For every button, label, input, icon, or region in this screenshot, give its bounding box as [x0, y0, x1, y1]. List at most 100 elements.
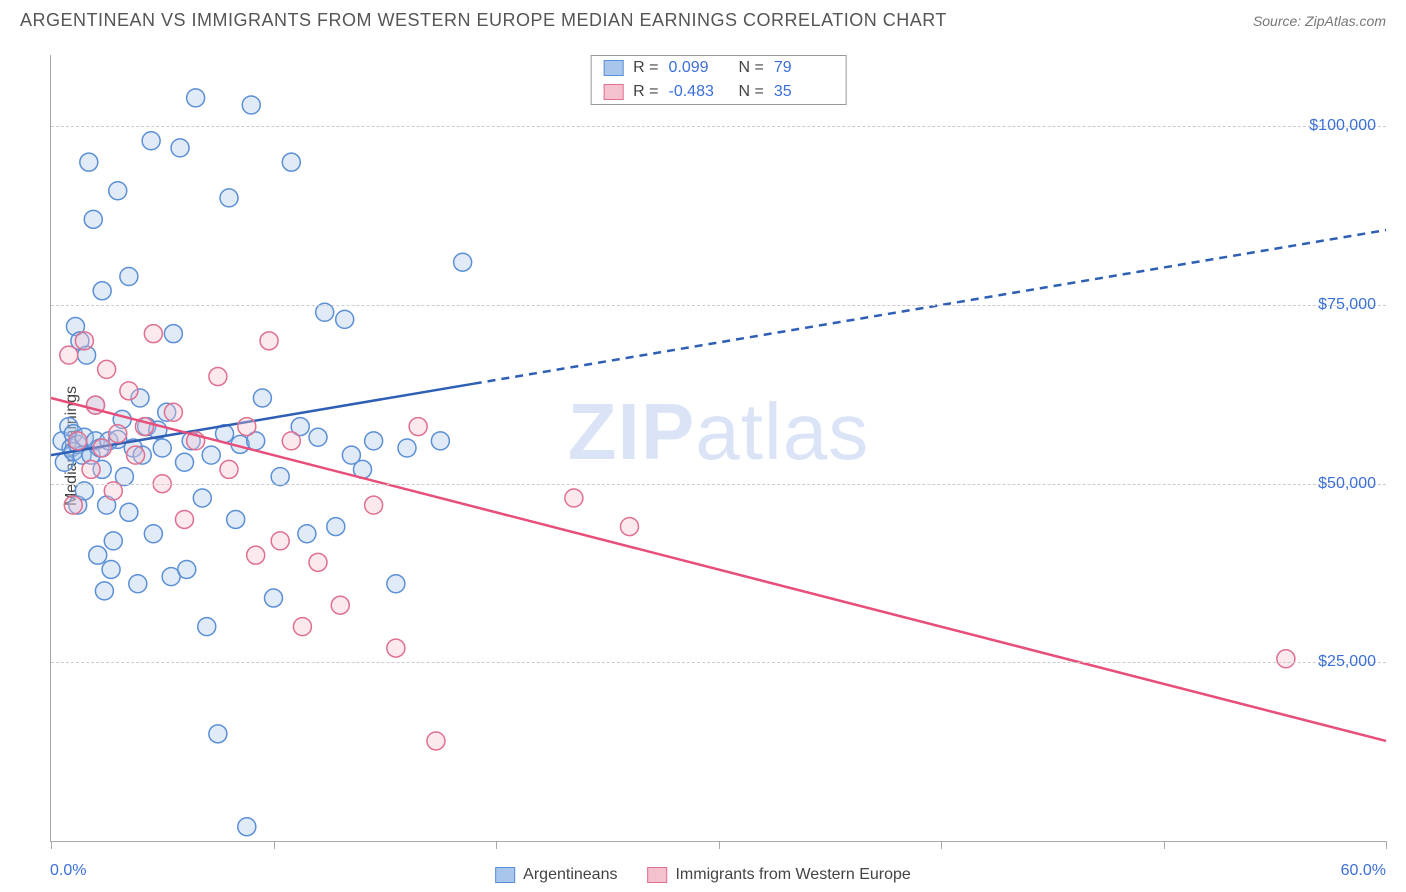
scatter-point: [120, 503, 138, 521]
scatter-point: [427, 732, 445, 750]
gridline: [51, 126, 1386, 127]
source-prefix: Source:: [1253, 13, 1305, 29]
scatter-point: [75, 332, 93, 350]
scatter-point: [102, 560, 120, 578]
scatter-point: [265, 589, 283, 607]
scatter-point: [153, 439, 171, 457]
scatter-point: [144, 525, 162, 543]
scatter-point: [82, 460, 100, 478]
scatter-point: [1277, 650, 1295, 668]
scatter-point: [309, 553, 327, 571]
legend-label-argentineans: Argentineans: [523, 866, 617, 884]
scatter-point: [120, 268, 138, 286]
x-tick: [941, 841, 942, 849]
x-tick: [496, 841, 497, 849]
scatter-point: [93, 439, 111, 457]
gridline: [51, 662, 1386, 663]
scatter-point: [260, 332, 278, 350]
scatter-point: [95, 582, 113, 600]
scatter-point: [80, 153, 98, 171]
scatter-point: [209, 725, 227, 743]
swatch-argentineans-icon: [495, 867, 515, 883]
scatter-plot-svg: [51, 55, 1386, 841]
scatter-point: [144, 325, 162, 343]
y-tick-label: $75,000: [1318, 296, 1376, 314]
scatter-point: [271, 532, 289, 550]
scatter-point: [164, 403, 182, 421]
scatter-point: [238, 818, 256, 836]
scatter-point: [198, 618, 216, 636]
scatter-point: [84, 210, 102, 228]
chart-title: ARGENTINEAN VS IMMIGRANTS FROM WESTERN E…: [20, 10, 947, 31]
scatter-point: [193, 489, 211, 507]
x-tick-right: 60.0%: [1341, 862, 1386, 880]
scatter-point: [220, 189, 238, 207]
gridline: [51, 484, 1386, 485]
scatter-point: [93, 282, 111, 300]
source-name: ZipAtlas.com: [1305, 13, 1386, 29]
scatter-point: [220, 460, 238, 478]
scatter-point: [227, 510, 245, 528]
regression-line-extrapolated: [474, 230, 1386, 384]
scatter-point: [187, 89, 205, 107]
scatter-point: [176, 453, 194, 471]
scatter-point: [98, 360, 116, 378]
scatter-point: [120, 382, 138, 400]
y-tick-label: $25,000: [1318, 653, 1376, 671]
scatter-point: [171, 139, 189, 157]
scatter-point: [309, 428, 327, 446]
scatter-point: [89, 546, 107, 564]
chart-header: ARGENTINEAN VS IMMIGRANTS FROM WESTERN E…: [0, 0, 1406, 36]
scatter-point: [104, 532, 122, 550]
x-tick-left: 0.0%: [50, 862, 86, 880]
legend-item-westeur: Immigrants from Western Europe: [647, 866, 910, 884]
series-legend: Argentineans Immigrants from Western Eur…: [495, 866, 911, 884]
scatter-point: [331, 596, 349, 614]
scatter-point: [336, 310, 354, 328]
scatter-point: [253, 389, 271, 407]
scatter-point: [164, 325, 182, 343]
scatter-point: [387, 575, 405, 593]
scatter-point: [142, 132, 160, 150]
scatter-point: [109, 182, 127, 200]
x-tick: [51, 841, 52, 849]
y-tick-label: $50,000: [1318, 475, 1376, 493]
scatter-point: [365, 496, 383, 514]
x-tick: [274, 841, 275, 849]
y-tick-label: $100,000: [1309, 117, 1376, 135]
scatter-point: [327, 518, 345, 536]
regression-line: [51, 398, 1386, 741]
scatter-point: [282, 432, 300, 450]
x-tick: [1164, 841, 1165, 849]
chart-source: Source: ZipAtlas.com: [1253, 13, 1386, 29]
scatter-point: [293, 618, 311, 636]
scatter-point: [129, 575, 147, 593]
scatter-point: [176, 510, 194, 528]
scatter-point: [64, 496, 82, 514]
scatter-point: [298, 525, 316, 543]
scatter-point: [242, 96, 260, 114]
scatter-point: [398, 439, 416, 457]
scatter-point: [282, 153, 300, 171]
scatter-point: [247, 546, 265, 564]
scatter-point: [69, 432, 87, 450]
gridline: [51, 305, 1386, 306]
legend-label-westeur: Immigrants from Western Europe: [675, 866, 910, 884]
legend-item-argentineans: Argentineans: [495, 866, 617, 884]
scatter-point: [454, 253, 472, 271]
scatter-point: [621, 518, 639, 536]
scatter-point: [109, 425, 127, 443]
chart-plot-area: ZIPatlas R = 0.099 N = 79 R = -0.483 N =…: [50, 55, 1386, 842]
swatch-westeur-icon: [647, 867, 667, 883]
scatter-point: [127, 446, 145, 464]
scatter-point: [202, 446, 220, 464]
scatter-point: [60, 346, 78, 364]
scatter-point: [409, 418, 427, 436]
scatter-point: [178, 560, 196, 578]
x-tick: [1386, 841, 1387, 849]
scatter-point: [365, 432, 383, 450]
x-tick: [719, 841, 720, 849]
scatter-point: [209, 368, 227, 386]
scatter-point: [387, 639, 405, 657]
scatter-point: [431, 432, 449, 450]
